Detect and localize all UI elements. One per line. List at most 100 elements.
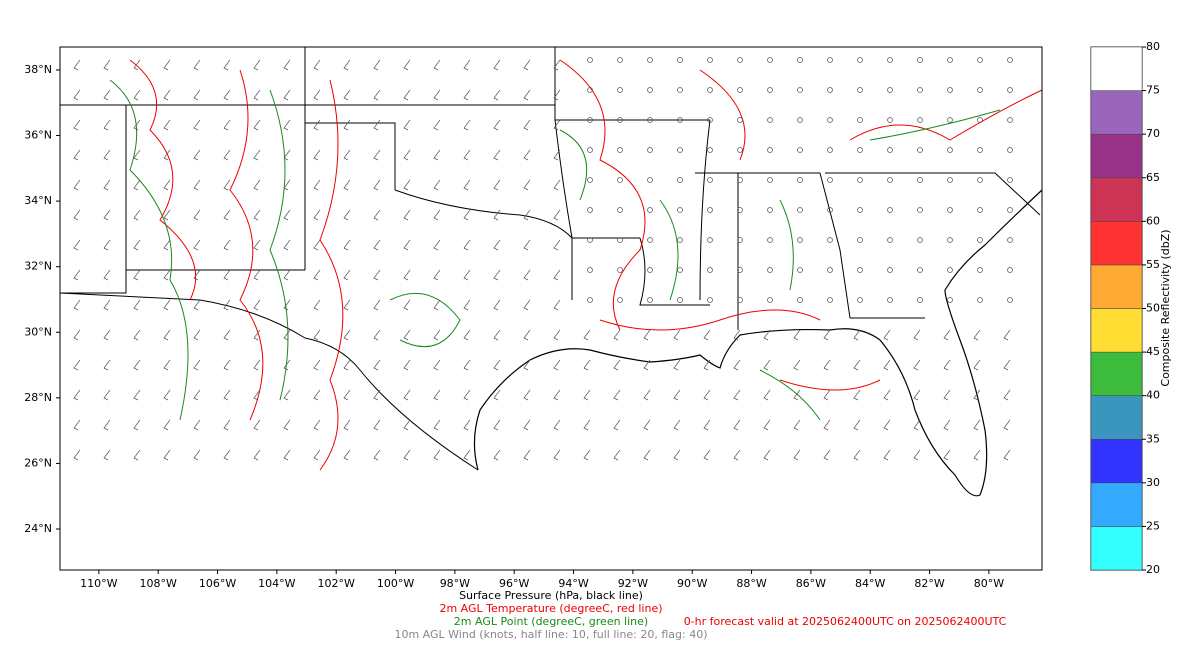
wind-barb [253,59,261,71]
x-tick-label: 90°W [677,577,707,590]
wind-barb [343,419,351,431]
wind-barb [283,299,291,311]
wind-barb [253,419,261,431]
wind-barb [163,359,171,371]
wind-barb [853,419,861,431]
wind-barb [223,359,231,371]
wind-barb [133,299,141,311]
wind-barb [103,419,111,431]
wind-barb [163,119,171,131]
wind-barb [343,119,351,131]
calm-wind [737,147,743,153]
wind-barb [163,239,171,251]
wind-barb [463,269,471,281]
wind-barb [373,239,381,251]
wind-barb [133,179,141,191]
x-tick-label: 98°W [440,577,470,590]
calm-wind [707,267,713,273]
wind-barb [163,329,171,341]
calm-wind [677,57,683,63]
wind-barb [73,239,81,251]
wind-barb [403,89,411,101]
wind-barb [433,299,441,311]
colorbar-tick-label: 50 [1146,302,1160,315]
wind-barb [103,449,111,461]
wind-barb [223,419,231,431]
wind-barb [103,179,111,191]
calm-wind [917,207,923,213]
calm-wind [827,207,833,213]
x-tick-label: 110°W [80,577,117,590]
wind-barb [523,419,531,431]
calm-wind [797,147,803,153]
wind-barb [583,359,591,371]
calm-wind [677,117,683,123]
wind-barb [433,269,441,281]
calm-wind [857,297,863,303]
wind-barb [553,299,561,311]
wind-barb [553,269,561,281]
caption: 0-hr forecast valid at 2025062400UTC on … [684,615,1007,628]
calm-wind [947,87,953,93]
calm-wind [587,267,593,273]
wind-barb [433,89,441,101]
calm-wind [827,57,833,63]
wind-barb [553,119,561,131]
x-tick-label: 104°W [258,577,295,590]
wind-barb [913,329,921,341]
calm-wind [707,117,713,123]
wind-barb [313,419,321,431]
calm-wind [677,87,683,93]
wind-barb [193,449,201,461]
wind-barb [133,89,141,101]
calm-wind [737,267,743,273]
wind-barb [793,359,801,371]
wind-barb [193,419,201,431]
wind-barb [733,359,741,371]
colorbar-bin [1090,177,1143,222]
calm-wind [647,237,653,243]
wind-barb [643,329,651,341]
calm-wind [767,237,773,243]
wind-barb [553,239,561,251]
calm-wind [947,57,953,63]
wind-barb [403,329,411,341]
wind-barb [553,329,561,341]
wind-barb [73,299,81,311]
wind-barb [313,209,321,221]
wind-barb [313,269,321,281]
wind-barb [523,389,531,401]
x-tick-label: 108°W [140,577,177,590]
wind-barb [493,149,501,161]
wind-barb [973,419,981,431]
wind-barb [193,329,201,341]
calm-wind [647,147,653,153]
wind-barb [373,209,381,221]
x-tick-label: 100°W [377,577,414,590]
calm-wind [617,297,623,303]
wind-barb [883,419,891,431]
wind-barb [193,269,201,281]
y-tick-label: 30°N [24,325,52,338]
wind-barb [253,239,261,251]
wind-barb [223,269,231,281]
wind-barb [643,419,651,431]
wind-barb [973,359,981,371]
wind-barb [283,389,291,401]
wind-barb [373,89,381,101]
wind-barb [493,89,501,101]
wind-barb [253,389,261,401]
wind-barb [703,389,711,401]
wind-barb [343,449,351,461]
wind-barb [433,329,441,341]
calm-wind [647,57,653,63]
calm-wind [977,147,983,153]
calm-wind [617,177,623,183]
wind-barb [253,119,261,131]
calm-wind [887,147,893,153]
wind-barb [403,149,411,161]
wind-barb [493,59,501,71]
calm-wind [617,147,623,153]
calm-wind [827,117,833,123]
